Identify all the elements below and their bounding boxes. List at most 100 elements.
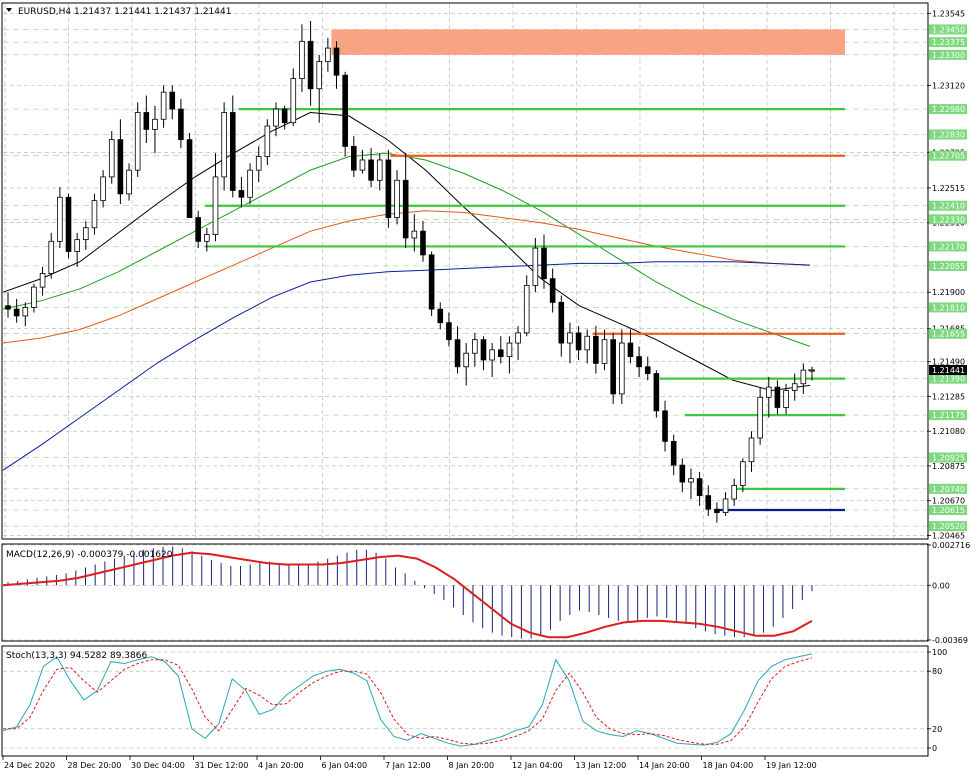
chart-menu-triangle-icon[interactable] [6, 8, 12, 12]
bull-candle [83, 227, 89, 241]
bull-candle [506, 342, 513, 358]
bear-candle [662, 410, 668, 442]
bear-candle [238, 190, 245, 198]
bull-candle [74, 239, 80, 252]
bear-candle [307, 40, 314, 90]
bull-candle [273, 108, 279, 127]
bear-candle [636, 356, 642, 368]
bear-candle [558, 301, 565, 344]
bull-candle [212, 176, 219, 235]
bear-candle [169, 91, 176, 110]
bear-candle [351, 145, 357, 171]
level-price-box [929, 452, 967, 463]
bull-candle [463, 352, 469, 368]
macd-panel[interactable]: 0.002716 0.00 -0.00369 MACD(12,26,9) -0.00… [1, 541, 970, 645]
bear-candle [428, 254, 435, 310]
time-tick-label: 31 Dec 12:00 [195, 761, 249, 770]
bull-candle [523, 285, 530, 334]
bull-candle [619, 342, 625, 395]
bull-candle [57, 196, 63, 242]
level-price-label: 1.23450 [932, 25, 965, 34]
bull-candle [255, 156, 262, 171]
level-price-box [929, 328, 967, 339]
bull-candle [515, 332, 521, 344]
level-price-label: 1.22830 [932, 131, 965, 140]
level-price-box [929, 49, 967, 60]
level-price-box [929, 37, 967, 48]
level-price-label: 1.20925 [932, 453, 965, 462]
time-tick-label: 24 Dec 2020 [4, 761, 55, 770]
bull-candle [160, 91, 167, 120]
macd-scale: 0.002716 0.00 -0.00369 [927, 541, 970, 645]
bear-candle [437, 308, 444, 324]
bull-candle [731, 485, 737, 500]
bull-candle [48, 240, 55, 274]
bear-candle [65, 196, 72, 252]
level-price-box [929, 104, 967, 115]
macd-tick-label: 0.002716 [932, 541, 970, 550]
price-tick-label: 1.23120 [932, 81, 965, 90]
bull-candle [532, 247, 539, 286]
time-tick-label: 6 Jan 04:00 [322, 761, 368, 770]
bear-candle [610, 339, 616, 395]
time-tick-label: 30 Dec 04:00 [131, 761, 185, 770]
level-price-label: 1.22980 [932, 105, 965, 114]
price-panel[interactable]: 1.235451.231201.227251.225151.223101.219… [1, 2, 967, 540]
time-tick-label: 12 Jan 04:00 [512, 761, 563, 770]
bull-candle [290, 78, 297, 124]
price-grid [3, 4, 927, 538]
macd-tick-label: -0.00369 [932, 636, 968, 645]
bear-candle [454, 339, 461, 368]
bull-candle [800, 369, 807, 385]
time-tick-label: 28 Dec 20:00 [68, 761, 122, 770]
bear-candle [696, 478, 703, 497]
bear-candle [402, 179, 409, 239]
bull-candle [31, 286, 37, 308]
bear-candle [714, 508, 720, 513]
time-tick-label: 8 Jan 20:00 [449, 761, 495, 770]
bear-candle [705, 495, 712, 510]
time-tick-label: 13 Jan 12:00 [576, 761, 627, 770]
macd-signal-line [2, 551, 813, 639]
bear-candle [333, 47, 340, 76]
stoch-line-red [3, 657, 813, 745]
bull-candle [567, 332, 573, 344]
level-price-label: 1.21810 [932, 303, 965, 312]
bull-candle [91, 200, 98, 229]
level-price-label: 1.22170 [932, 242, 965, 251]
price-tick-label: 1.21900 [932, 288, 965, 297]
level-price-box [929, 505, 967, 516]
bear-candle [342, 74, 348, 147]
bear-candle [178, 108, 184, 141]
bull-candle [765, 386, 772, 398]
price-tick-label: 1.21285 [932, 392, 965, 401]
price-panel-frame [1, 2, 929, 540]
macd-label: MACD(12,26,9) -0.000379 -0.001620 [6, 550, 173, 560]
bear-candle [281, 108, 288, 124]
level-price-box [929, 200, 967, 211]
bull-candle [411, 230, 418, 239]
level-price-label: 1.23300 [932, 51, 965, 60]
level-price-box [929, 373, 967, 384]
macd-tick-label: 0.00 [932, 581, 950, 590]
bull-candle [722, 498, 729, 513]
bull-candle [376, 159, 383, 181]
bear-candle [117, 139, 124, 195]
bull-candle [394, 179, 400, 219]
stoch-tick-label: 100 [932, 648, 947, 657]
stochastic-panel[interactable]: 100 80 20 0 Stoch(13,3,3) 94.5282 89.3866 [1, 645, 947, 757]
bull-candle [601, 339, 608, 364]
bear-candle [368, 159, 374, 181]
stoch-scale: 100 80 20 0 [927, 648, 947, 753]
level-price-box [929, 521, 967, 532]
price-tick-label: 1.22515 [932, 184, 965, 193]
bear-candle [385, 159, 392, 218]
level-price-label: 1.20520 [932, 522, 965, 531]
bear-candle [774, 386, 781, 408]
resistance-zone-layer [331, 29, 845, 55]
price-tick-label: 1.20670 [932, 497, 965, 506]
ohlc-readout: 1.21437 1.21441 1.21437 1.21441 [74, 7, 231, 17]
stoch-lines [2, 653, 813, 747]
